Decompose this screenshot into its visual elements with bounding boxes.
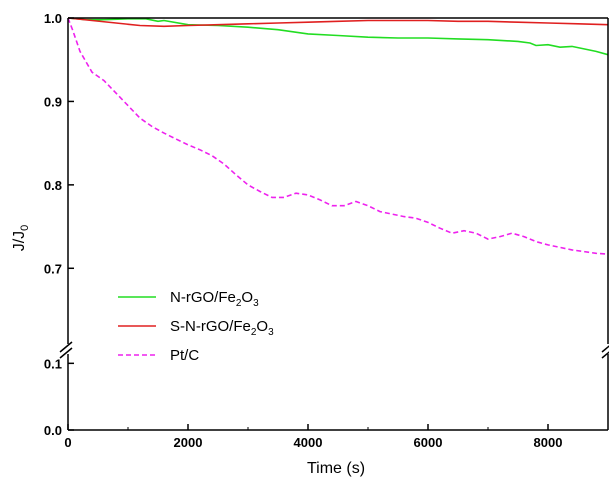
y-tick-label-upper: 0.8: [44, 178, 62, 193]
x-tick-label: 2000: [174, 435, 203, 450]
legend-label-1: S-N-rGO/Fe2O3: [170, 318, 274, 338]
y-tick-label-upper: 0.7: [44, 261, 62, 276]
legend-label-0: N-rGO/Fe2O3: [170, 289, 259, 309]
y-axis-title-main: J/J: [11, 231, 28, 251]
y-axis-title-sub: 0: [19, 225, 31, 231]
axis-break-mark-left-1: [59, 341, 73, 353]
series-line-2: [67, 17, 609, 255]
x-tick-label: 4000: [294, 435, 323, 450]
axes: 0 2000 4000 6000 8000 0.7 0.8 0.9 1.0 0.0 0.1: [44, 11, 609, 450]
y-tick-label-lower: 0.0: [44, 423, 62, 438]
plot-area: [67, 17, 609, 255]
y-tick-label-upper: 0.9: [44, 94, 62, 109]
axis-break-mark-right-1: [601, 345, 609, 353]
y-tick-label-lower: 0.1: [44, 356, 62, 371]
axis-break-mark-right-2: [601, 351, 609, 359]
x-tick-label: 8000: [534, 435, 563, 450]
x-tick-label: 6000: [414, 435, 443, 450]
legend: N-rGO/Fe2O3 S-N-rGO/Fe2O3 Pt/C: [118, 289, 274, 364]
y-axis-title: J/J0: [11, 225, 31, 252]
x-axis-title: Time (s): [307, 460, 365, 477]
x-tick-label: 0: [64, 435, 71, 450]
series-line-0: [67, 17, 609, 56]
series-line-1: [67, 17, 609, 28]
y-tick-label-upper: 1.0: [44, 11, 62, 26]
axis-break-mark-left-2: [59, 347, 73, 359]
legend-label-2: Pt/C: [170, 347, 199, 364]
